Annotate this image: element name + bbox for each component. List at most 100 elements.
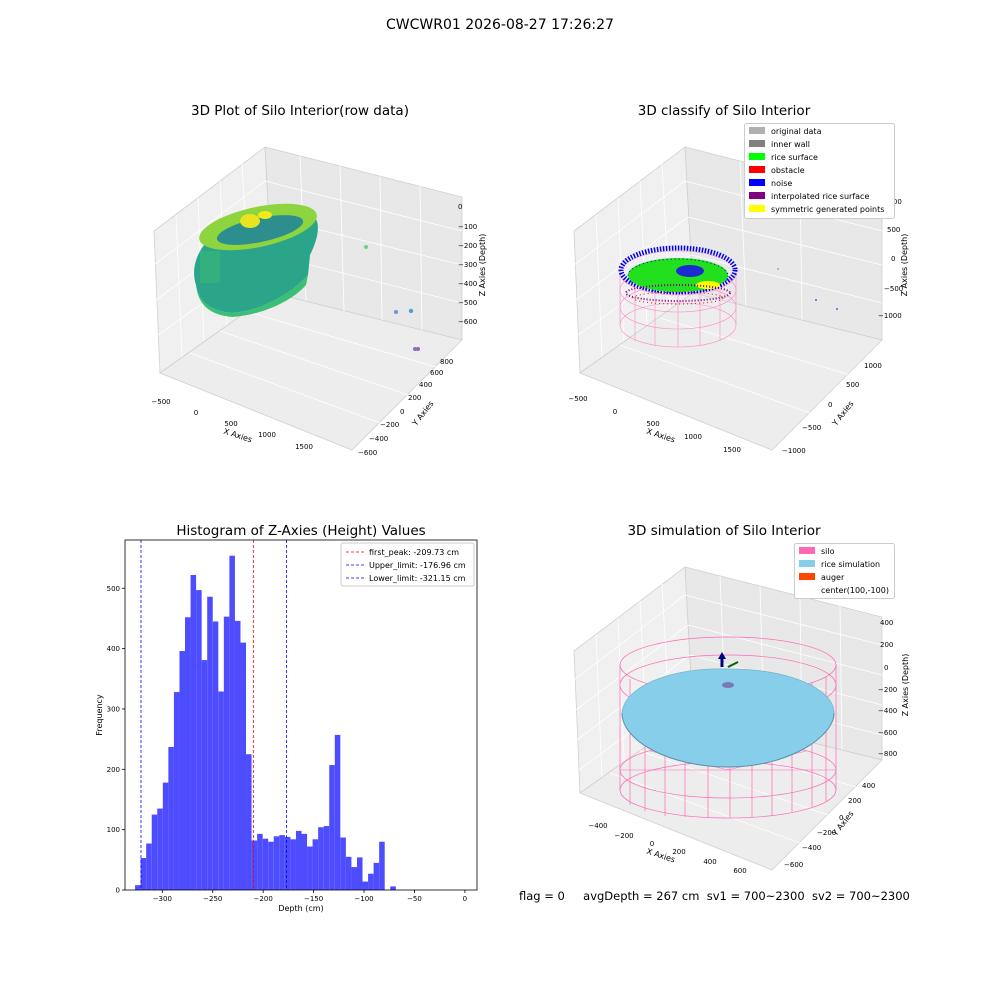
histogram-x-tick-label: −300 [153,895,172,903]
legend-swatch [799,573,815,580]
histogram-x-tick-label: −50 [407,895,422,903]
classify-z-tick: 0 [891,255,895,263]
histogram-bar [201,660,208,890]
legend-label: symmetric generated points [771,205,884,214]
histogram-x-tick-label: −200 [254,895,273,903]
histogram-x-tick-label: −250 [203,895,222,903]
legend-swatch [749,140,765,147]
legend-label: rice surface [771,153,818,162]
legend-label: interpolated rice surface [771,192,869,201]
raw-y-tick: 0 [400,408,404,416]
histogram-x-tick-label: −150 [304,895,323,903]
raw-y-tick: 400 [419,381,432,389]
sim-z-tick: 0 [884,664,888,672]
raw-z-label: Z Axies (Depth) [478,234,487,297]
legend-swatch [749,205,765,212]
histogram-legend-label: Lower_limit: -321.15 cm [369,574,466,583]
histogram-bar [146,843,152,890]
histogram-bar [279,835,285,890]
sim-z-tick: −200 [878,686,897,694]
histogram-x-label: Depth (cm) [278,904,323,913]
sim-z-tick: −400 [878,707,897,715]
histogram-bar [190,575,197,890]
raw-y-tick: −200 [380,421,399,429]
histogram-bar [185,617,191,890]
status-line: flag = 0 avgDepth = 267 cm sv1 = 700~230… [519,889,910,903]
classify-x-tick: 1000 [684,433,702,441]
histogram-bar [240,642,247,890]
histogram-bar [135,885,141,890]
histogram-bar [179,651,186,890]
histogram-bar [312,839,319,890]
histogram-y-tick-label: 100 [107,826,120,834]
sim-z-tick: 200 [880,641,893,649]
legend-swatch [749,179,765,186]
histogram-bar [379,841,385,890]
sv2-value: sv2 = 700~2300 [811,889,910,903]
legend-label: inner wall [771,140,810,149]
raw-y-label: Y Axies [410,399,436,428]
histogram-bar [151,814,158,890]
histogram-bar [162,782,169,890]
histogram-bar [246,754,252,890]
legend-label: obstacle [771,166,805,175]
sim-x-tick: −400 [588,822,607,830]
legend-swatch [799,547,815,554]
raw-x-tick: 0 [194,409,198,417]
histogram-chart: −300 −250 −200 −150 −100 −50 0 0 100 200 300 400 50… [95,539,478,913]
raw-z-tick: 0 [458,203,462,211]
legend-label: silo [821,547,835,556]
classify-x-tick: −500 [568,395,587,403]
raw-z-tick: −200 [458,242,477,250]
simulation-gridlines [573,575,883,844]
sim-x-tick: −200 [614,832,633,840]
histogram-bar [390,886,396,890]
raw-z-tick: −500 [458,299,477,307]
histogram-x-ticks: −300 −250 −200 −150 −100 −50 0 [153,890,467,903]
histogram-bar [140,858,147,890]
histogram-legend: first_peak: -209.73 cm Upper_limit: -176.… [340,542,475,587]
sim-z-tick: −800 [878,750,897,758]
histogram-bar [307,846,313,890]
raw-y-tick: −600 [358,449,377,457]
raw-x-tick: 1000 [258,431,276,439]
sim-z-label: Z Axies (Depth) [901,654,910,717]
histogram-bar [223,616,230,890]
histogram-bar [273,836,280,890]
histogram-x-tick-label: −100 [354,895,373,903]
simulation-3d-plot: −400 −200 0 200 400 600 X Axies −600 −40… [573,566,910,875]
avg-depth-value: avgDepth = 267 cm [583,889,700,903]
raw-z-tick: −100 [458,223,477,231]
sim-y-tick: 200 [848,797,861,805]
sim-z-tick: −600 [878,729,897,737]
histogram-bar [218,691,224,890]
classify-plot-title: 3D classify of Silo Interior [637,103,811,119]
flag-value: flag = 0 [519,889,565,903]
sim-y-tick: −600 [784,861,803,869]
histogram-y-tick-label: 400 [107,645,120,653]
classify-legend: original data inner wall rice surface obsta… [744,123,895,219]
simulation-legend: silo rice simulation auger center(100,-100) [794,543,895,599]
histogram-legend-label: Upper_limit: -176.96 cm [369,561,466,570]
classify-x-tick: 0 [613,408,617,416]
sim-z-tick: 400 [880,619,893,627]
histogram-bar [323,826,330,890]
histogram-bar [340,837,346,890]
histogram-y-label: Frequency [95,694,104,736]
histogram-bar [229,555,235,890]
raw-x-tick: 500 [224,420,237,428]
classify-y-tick: −500 [802,424,821,432]
legend-swatch [749,127,765,134]
classify-y-tick: −1000 [782,447,806,455]
raw-y-tick: 200 [408,394,421,402]
legend-label: noise [771,179,792,188]
histogram-bar [284,836,291,890]
raw-z-tick: −400 [458,280,477,288]
histogram-y-tick-label: 500 [107,585,120,593]
legend-swatch [749,166,765,173]
histogram-bar [207,596,213,890]
histogram-threshold-lines [140,540,287,890]
histogram-bar [212,621,219,890]
raw-y-tick: −400 [369,435,388,443]
raw-plot-title: 3D Plot of Silo Interior(row data) [191,103,409,119]
